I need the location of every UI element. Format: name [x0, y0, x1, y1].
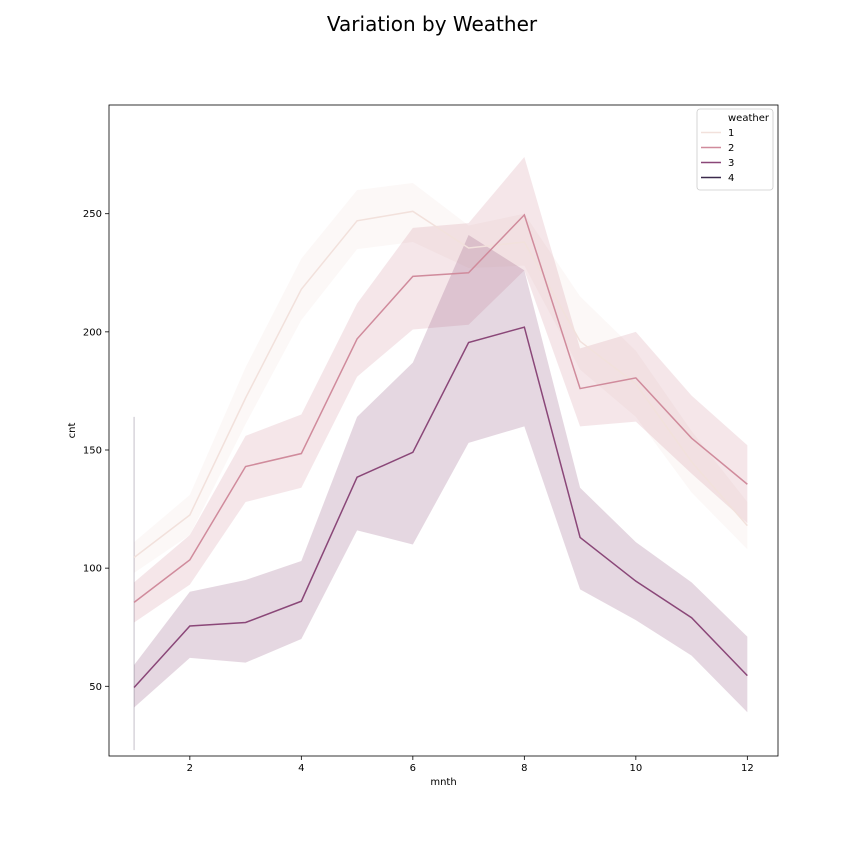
- ci-band-weather-3: [134, 234, 748, 713]
- ci-band-weather-2: [134, 156, 748, 623]
- legend-label-weather-3: 3: [728, 158, 734, 169]
- legend-label-weather-2: 2: [728, 143, 734, 154]
- axis-ticks: 2 4 6 8 10 12 50 100 150 200 250: [83, 209, 754, 774]
- legend-title: weather: [728, 113, 770, 124]
- x-axis-label: mnth: [430, 777, 456, 788]
- y-tick-label: 250: [83, 209, 102, 220]
- line-weather-1: [133, 210, 748, 559]
- legend: weather 1 2 3 4: [696, 108, 774, 191]
- legend-label-weather-4: 4: [728, 173, 734, 184]
- x-tick-label: 4: [298, 763, 304, 774]
- line-weather-2: [133, 213, 748, 604]
- x-tick-label: 2: [187, 763, 193, 774]
- line-weather-3: [133, 326, 748, 688]
- chart-title: Variation by Weather: [327, 12, 538, 36]
- legend-box: [696, 108, 774, 191]
- x-tick-label: 12: [741, 763, 754, 774]
- x-tick-label: 8: [521, 763, 527, 774]
- y-axis-label: cnt: [67, 423, 78, 439]
- y-tick-label: 200: [83, 327, 102, 338]
- legend-label-weather-1: 1: [728, 128, 734, 139]
- ci-band-weather-1: [134, 182, 748, 573]
- plot-area: [133, 156, 748, 751]
- y-tick-label: 150: [83, 445, 102, 456]
- x-tick-label: 6: [410, 763, 416, 774]
- y-tick-label: 50: [89, 682, 102, 693]
- plot-frame: [108, 104, 779, 757]
- y-tick-label: 100: [83, 564, 102, 575]
- x-tick-label: 10: [629, 763, 642, 774]
